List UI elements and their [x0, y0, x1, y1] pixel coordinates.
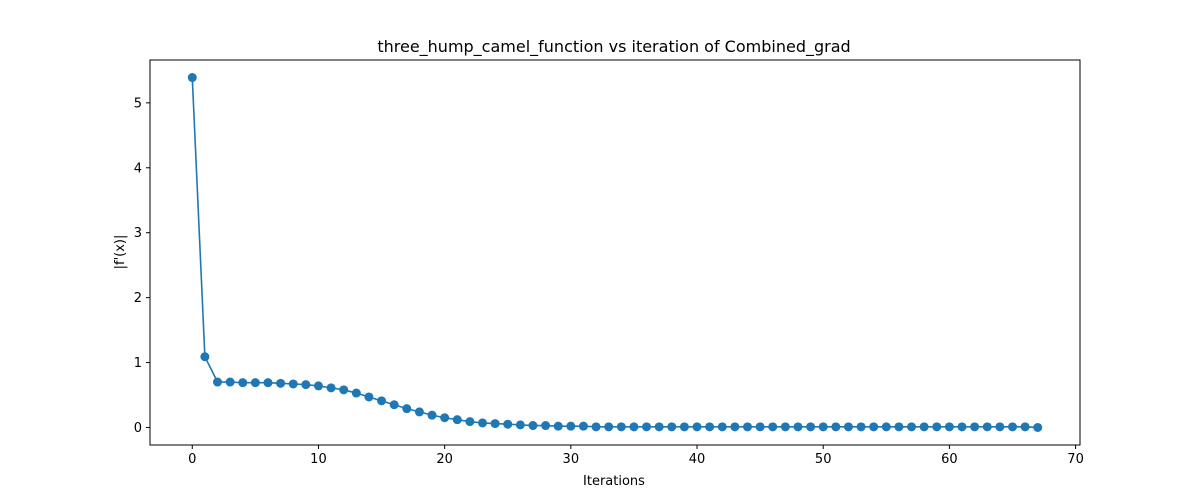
data-point [755, 422, 765, 432]
data-point [843, 422, 853, 432]
data-point [402, 404, 412, 414]
data-point [856, 422, 866, 432]
data-point [263, 378, 273, 388]
data-point [276, 378, 286, 388]
data-point [1033, 422, 1043, 432]
x-tick-label: 30 [563, 452, 580, 467]
data-point [288, 379, 298, 389]
data-point [957, 422, 967, 432]
data-point [1020, 422, 1030, 432]
plot-frame [149, 59, 1081, 446]
x-tick-label: 60 [941, 452, 958, 467]
data-point [326, 383, 336, 393]
x-tick-label: 40 [689, 452, 706, 467]
data-point [503, 419, 513, 429]
x-axis-label: Iterations [583, 474, 645, 489]
data-point [780, 422, 790, 432]
x-tick-label: 0 [188, 452, 196, 467]
data-point [604, 422, 614, 432]
data-point [490, 419, 500, 429]
x-axis-ticks: 0 10 20 30 40 50 60 70 [188, 445, 1084, 467]
y-tick-label: 4 [134, 161, 142, 176]
data-point [301, 380, 311, 390]
data-point [806, 422, 816, 432]
data-point [465, 417, 475, 427]
data-point [377, 396, 387, 406]
data-point [591, 422, 601, 432]
data-point [440, 413, 450, 423]
data-point [452, 415, 462, 425]
chart-title: three_hump_camel_function vs iteration o… [377, 37, 850, 57]
data-point [742, 422, 752, 432]
y-tick-label: 0 [134, 421, 142, 436]
data-point [200, 352, 210, 362]
data-point [225, 377, 235, 387]
data-point [313, 381, 323, 391]
data-point [616, 422, 626, 432]
data-point [553, 421, 563, 431]
x-tick-label: 20 [436, 452, 453, 467]
y-axis-ticks: 0 1 2 3 4 5 [134, 96, 150, 436]
data-point [793, 422, 803, 432]
data-point [642, 422, 652, 432]
data-point [894, 422, 904, 432]
data-point [679, 422, 689, 432]
data-point [982, 422, 992, 432]
data-point [692, 422, 702, 432]
data-point [478, 418, 488, 428]
y-axis-label: |f'(x)| [113, 235, 128, 270]
data-point [515, 420, 525, 430]
data-point [187, 73, 197, 83]
data-point [970, 422, 980, 432]
data-point [667, 422, 677, 432]
data-point [427, 410, 437, 420]
data-point [238, 378, 248, 388]
y-tick-label: 1 [134, 356, 142, 371]
data-point [995, 422, 1005, 432]
data-point [730, 422, 740, 432]
data-point [213, 377, 223, 387]
series-line [191, 77, 1038, 429]
data-point [351, 388, 361, 398]
data-point [907, 422, 917, 432]
data-point [389, 400, 399, 410]
data-point [541, 421, 551, 431]
data-point [919, 422, 929, 432]
data-point [566, 421, 576, 431]
data-point [629, 422, 639, 432]
data-point [528, 421, 538, 431]
plot-marks [187, 73, 1043, 432]
data-point [654, 422, 664, 432]
data-point [414, 407, 424, 417]
data-point [932, 422, 942, 432]
y-tick-label: 2 [134, 291, 142, 306]
data-point [768, 422, 778, 432]
data-point [1007, 422, 1017, 432]
data-point [818, 422, 828, 432]
data-point [944, 422, 954, 432]
data-point [869, 422, 879, 432]
data-point [578, 421, 588, 431]
data-point [831, 422, 841, 432]
y-tick-label: 5 [134, 96, 142, 111]
x-tick-label: 70 [1067, 452, 1084, 467]
data-point [881, 422, 891, 432]
data-point [364, 392, 374, 402]
data-point [250, 378, 260, 388]
data-point [717, 422, 727, 432]
y-tick-label: 3 [134, 226, 142, 241]
x-tick-label: 50 [815, 452, 832, 467]
x-tick-label: 10 [310, 452, 327, 467]
data-point [339, 385, 349, 395]
data-point [705, 422, 715, 432]
